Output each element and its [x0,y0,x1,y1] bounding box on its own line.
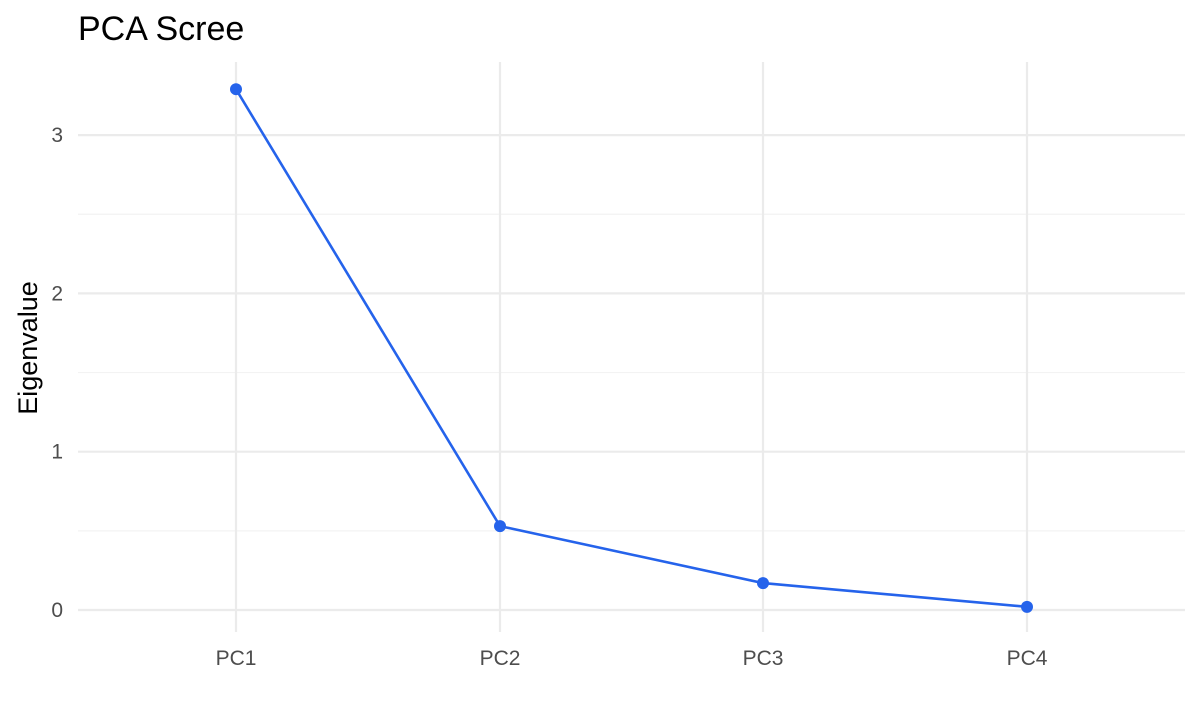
data-point [494,520,506,533]
data-point [1021,600,1033,613]
y-tick-label: 0 [51,599,63,622]
x-tick-label: PC3 [743,647,784,670]
x-tick-label: PC2 [480,647,521,670]
series-line [234,88,1028,609]
y-tick-label: 2 [51,282,63,305]
axis-layer: 0 1 2 3 PC1 PC2 PC3 PC4 [51,124,1047,670]
x-tick-label: PC1 [216,647,257,670]
data-point [757,577,769,590]
y-tick-label: 1 [51,441,63,464]
grid-layer [78,62,1185,632]
series-layer [230,83,1033,613]
y-axis-title: Eigenvalue [13,281,43,415]
y-tick-label: 3 [51,124,63,147]
data-point [230,83,242,96]
chart-title: PCA Scree [78,10,244,48]
x-tick-label: PC4 [1007,647,1048,670]
